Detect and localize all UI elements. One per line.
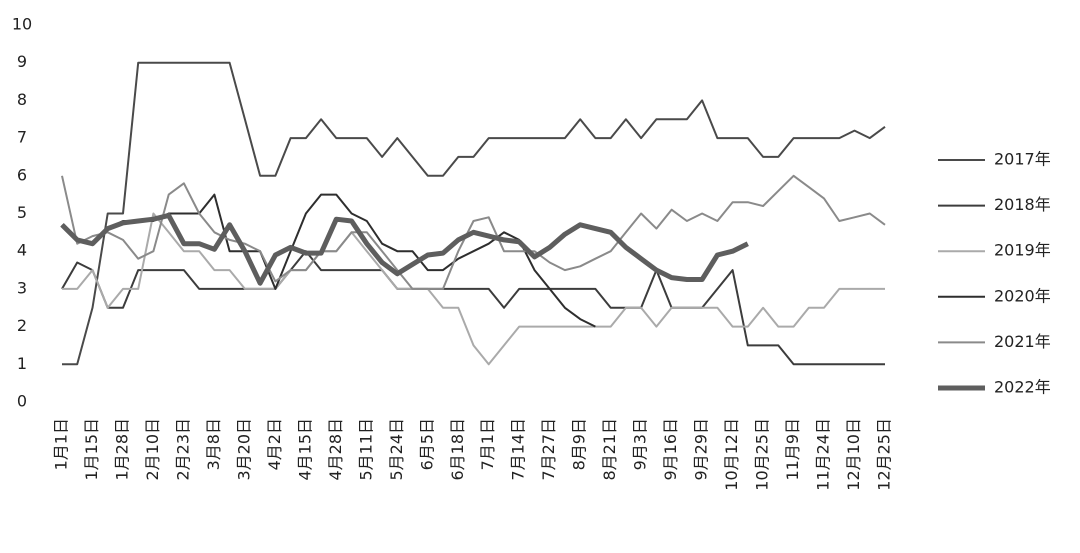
x-tick-label: 5月11日 (356, 418, 375, 481)
x-tick-label: 11月24日 (814, 418, 833, 491)
series-line (62, 61, 886, 366)
x-tick-label: 12月10日 (844, 418, 863, 491)
x-tick-label: 7月27日 (539, 418, 558, 481)
x-tick-label: 8月9日 (570, 418, 589, 470)
x-tick-label: 5月24日 (387, 418, 406, 481)
y-tick-label: 1 (17, 354, 27, 373)
y-tick-label: 0 (17, 392, 27, 411)
legend-label: 2018年 (994, 195, 1051, 214)
x-tick-label: 7月14日 (509, 418, 528, 481)
x-tick-label: 4月15日 (295, 418, 314, 481)
x-tick-label: 1月28日 (112, 418, 131, 481)
x-tick-label: 2月10日 (143, 418, 162, 481)
y-tick-label: 4 (17, 241, 27, 260)
y-tick-label: 9 (17, 52, 27, 71)
x-tick-label: 8月21日 (600, 418, 619, 481)
y-tick-label: 2 (17, 316, 27, 335)
legend-label: 2020年 (994, 286, 1051, 305)
x-tick-label: 1月15日 (82, 418, 101, 481)
y-tick-label: 6 (17, 165, 27, 184)
x-tick-label: 3月8日 (204, 418, 223, 470)
x-tick-label: 11月9日 (783, 418, 802, 481)
x-tick-label: 4月2日 (265, 418, 284, 470)
series-line (61, 193, 596, 328)
series-line (62, 212, 885, 366)
x-tick-label: 9月16日 (661, 418, 680, 481)
x-tick-label: 1月1日 (52, 418, 71, 470)
series-line (60, 212, 749, 286)
series-line (61, 250, 885, 366)
legend-label: 2022年 (994, 378, 1051, 397)
x-tick-label: 10月12日 (722, 418, 741, 491)
x-tick-label: 4月28日 (326, 418, 345, 481)
x-tick-label: 10月25日 (753, 418, 772, 491)
y-tick-label: 10 (12, 15, 32, 34)
x-tick-label: 6月5日 (417, 418, 436, 470)
x-tick-label: 9月29日 (692, 418, 711, 481)
y-tick-label: 7 (17, 128, 27, 147)
legend-label: 2017年 (994, 150, 1051, 169)
y-tick-label: 5 (17, 203, 27, 222)
legend-label: 2021年 (994, 332, 1051, 351)
x-tick-label: 6月18日 (448, 418, 467, 481)
x-tick-label: 3月20日 (234, 418, 253, 481)
y-tick-label: 8 (17, 90, 27, 109)
x-tick-label: 12月25日 (875, 418, 894, 491)
x-tick-label: 9月3日 (631, 418, 650, 470)
y-tick-label: 3 (17, 278, 27, 297)
x-tick-label: 7月1日 (478, 418, 497, 470)
x-tick-label: 2月23日 (173, 418, 192, 481)
series-line (61, 174, 886, 290)
legend-label: 2019年 (994, 241, 1051, 260)
